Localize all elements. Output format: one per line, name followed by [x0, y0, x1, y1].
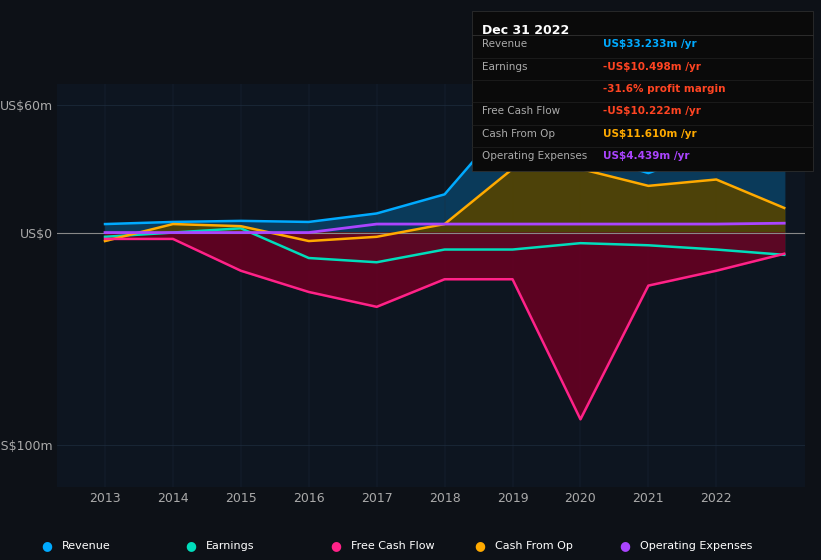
Text: -US$10.498m /yr: -US$10.498m /yr [603, 62, 701, 72]
Text: ●: ● [619, 539, 630, 553]
Text: US$11.610m /yr: US$11.610m /yr [603, 129, 697, 139]
Text: US$4.439m /yr: US$4.439m /yr [603, 151, 690, 161]
Text: US$33.233m /yr: US$33.233m /yr [603, 39, 697, 49]
Text: Earnings: Earnings [206, 541, 255, 551]
Text: Operating Expenses: Operating Expenses [640, 541, 752, 551]
Text: Free Cash Flow: Free Cash Flow [482, 106, 560, 116]
Text: ●: ● [330, 539, 341, 553]
Text: ●: ● [475, 539, 485, 553]
Text: Earnings: Earnings [482, 62, 527, 72]
Text: Revenue: Revenue [62, 541, 110, 551]
Text: Revenue: Revenue [482, 39, 527, 49]
Text: -US$10.222m /yr: -US$10.222m /yr [603, 106, 701, 116]
Text: -31.6% profit margin: -31.6% profit margin [603, 84, 726, 94]
Text: Cash From Op: Cash From Op [495, 541, 573, 551]
Text: Free Cash Flow: Free Cash Flow [351, 541, 434, 551]
Text: Cash From Op: Cash From Op [482, 129, 555, 139]
Text: Dec 31 2022: Dec 31 2022 [482, 24, 569, 36]
Text: ●: ● [41, 539, 52, 553]
Text: Operating Expenses: Operating Expenses [482, 151, 587, 161]
Text: ●: ● [186, 539, 196, 553]
